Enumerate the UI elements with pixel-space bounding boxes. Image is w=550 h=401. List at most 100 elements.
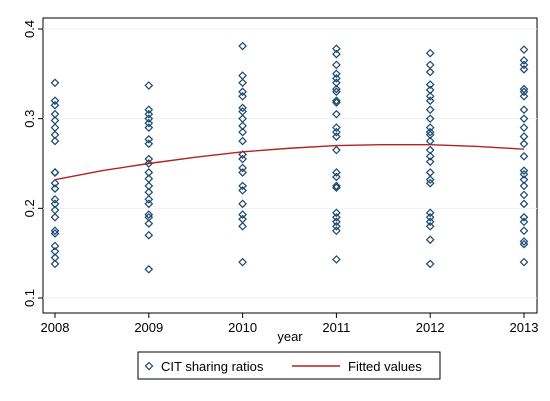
scatter-point bbox=[332, 127, 341, 137]
scatter-point bbox=[50, 168, 60, 177]
scatter-point bbox=[238, 168, 247, 177]
scatter-point bbox=[144, 219, 154, 228]
scatter-point bbox=[425, 217, 435, 227]
scatter-point bbox=[238, 127, 247, 137]
scatter-point bbox=[238, 103, 247, 113]
scatter-point bbox=[332, 49, 341, 59]
scatter-point bbox=[332, 145, 341, 155]
scatter-point bbox=[425, 127, 435, 137]
scatter-point bbox=[519, 212, 529, 222]
scatter-point bbox=[332, 208, 341, 218]
scatter-point bbox=[425, 48, 435, 58]
scatter-point bbox=[519, 169, 529, 179]
legend-marker-cit-sharing-ratios bbox=[144, 361, 154, 371]
scatter-point bbox=[519, 166, 529, 176]
scatter-point bbox=[238, 163, 247, 173]
scatter-point bbox=[50, 136, 60, 146]
scatter-point bbox=[238, 186, 247, 195]
scatter-point bbox=[144, 134, 154, 144]
scatter-point bbox=[425, 96, 435, 106]
x-tick-label: 2008 bbox=[41, 320, 70, 335]
scatter-point bbox=[332, 123, 341, 132]
scatter-point bbox=[238, 257, 247, 267]
scatter-point bbox=[519, 65, 529, 74]
x-tick-label: 2010 bbox=[228, 320, 257, 335]
scatter-point bbox=[332, 69, 341, 79]
scatter-point bbox=[332, 84, 341, 94]
scatter-point bbox=[50, 96, 60, 106]
scatter-point bbox=[50, 259, 60, 269]
y-tick-label: 0.2 bbox=[22, 199, 37, 217]
scatter-point bbox=[50, 184, 60, 193]
x-axis-title: year bbox=[277, 329, 303, 344]
scatter-point bbox=[519, 91, 529, 101]
scatter-point bbox=[144, 154, 154, 164]
legend-box bbox=[137, 351, 441, 380]
scatter-point bbox=[519, 237, 529, 246]
series-layer bbox=[50, 41, 529, 274]
scatter-point bbox=[50, 229, 60, 238]
scatter-point bbox=[332, 183, 341, 193]
scatter-point bbox=[50, 78, 60, 88]
scatter-point bbox=[425, 235, 435, 245]
scatter-point bbox=[144, 159, 154, 168]
y-tick-label: 0.3 bbox=[22, 110, 37, 128]
scatter-point bbox=[144, 199, 154, 209]
scatter-point bbox=[50, 212, 60, 222]
scatter-point bbox=[144, 109, 154, 119]
grid-layer bbox=[43, 28, 537, 299]
scatter-point bbox=[332, 132, 341, 141]
x-tick-label: 2009 bbox=[134, 320, 163, 335]
scatter-point bbox=[519, 45, 529, 54]
scatter-point bbox=[425, 212, 435, 222]
y-tick-label: 0.1 bbox=[22, 289, 37, 307]
scatter-point bbox=[238, 199, 247, 209]
scatter-point bbox=[425, 67, 435, 77]
scatter-point bbox=[144, 105, 154, 115]
scatter-point bbox=[144, 230, 154, 240]
scatter-point bbox=[332, 60, 341, 70]
scatter-point bbox=[519, 217, 529, 227]
scatter-point bbox=[425, 259, 435, 269]
scatter-point bbox=[519, 199, 529, 209]
scatter-point bbox=[144, 114, 154, 124]
scatter-point bbox=[332, 172, 341, 182]
scatter-point bbox=[332, 255, 341, 264]
scatter-point bbox=[332, 96, 341, 106]
scatter-point bbox=[332, 217, 341, 227]
scatter-point bbox=[238, 210, 247, 219]
fitted-values-line bbox=[54, 143, 525, 181]
scatter-point bbox=[332, 44, 341, 54]
scatter-point bbox=[519, 181, 529, 191]
scatter-point bbox=[519, 239, 529, 249]
scatter-point bbox=[238, 181, 247, 191]
scatter-point bbox=[332, 212, 341, 222]
scatter-point bbox=[238, 136, 247, 146]
scatter-point bbox=[332, 221, 341, 231]
x-tick-label: 2013 bbox=[510, 320, 539, 335]
scatter-point bbox=[144, 195, 154, 204]
y-tick-label: 0.4 bbox=[22, 20, 37, 38]
scatter-point bbox=[332, 168, 341, 177]
scatter-point bbox=[425, 114, 435, 124]
scatter-point bbox=[238, 91, 247, 101]
scatter-point bbox=[238, 78, 247, 88]
scatter-point bbox=[519, 114, 529, 124]
x-tick-label: 2012 bbox=[416, 320, 445, 335]
scatter-point bbox=[332, 109, 341, 119]
scatter-point bbox=[50, 178, 60, 188]
scatter-point bbox=[332, 181, 341, 191]
scatter-point bbox=[144, 139, 154, 149]
scatter-point bbox=[144, 210, 154, 219]
scatter-point bbox=[425, 151, 435, 161]
scatter-point bbox=[425, 221, 435, 231]
scatter-point bbox=[50, 195, 60, 204]
scatter-point bbox=[425, 105, 435, 115]
scatter-point bbox=[425, 91, 435, 101]
plot-area-frame bbox=[42, 17, 538, 314]
scatter-point bbox=[144, 118, 154, 128]
scatter-point bbox=[425, 80, 435, 89]
scatter-point bbox=[425, 208, 435, 218]
